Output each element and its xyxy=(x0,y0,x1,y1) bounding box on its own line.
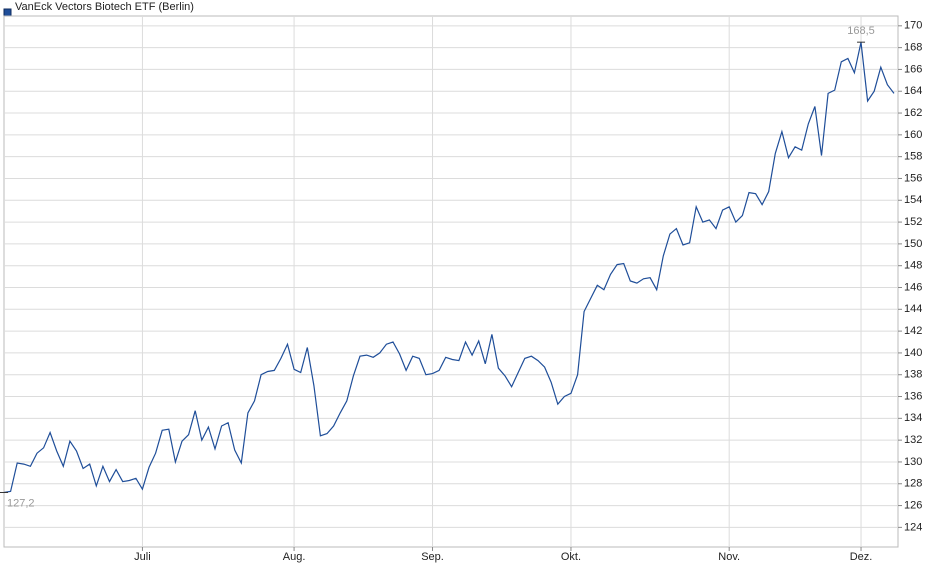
y-tick-label: 124 xyxy=(904,521,922,533)
plot-area xyxy=(3,15,899,548)
y-tick-label: 160 xyxy=(904,129,922,141)
y-tick-label: 146 xyxy=(904,281,922,293)
x-tick-label: Nov. xyxy=(718,551,740,563)
y-tick-label: 128 xyxy=(904,478,922,490)
legend-label: VanEck Vectors Biotech ETF (Berlin) xyxy=(15,1,194,13)
x-tick-label: Juli xyxy=(134,551,151,563)
y-tick-label: 170 xyxy=(904,20,922,32)
y-tick-label: 140 xyxy=(904,347,922,359)
y-tick-label: 158 xyxy=(904,151,922,163)
x-tick-label: Aug. xyxy=(283,551,306,563)
y-tick-label: 152 xyxy=(904,216,922,228)
series-line xyxy=(3,42,895,494)
value-label: 168,5 xyxy=(847,25,875,37)
y-tick-label: 148 xyxy=(904,260,922,272)
y-tick-label: 126 xyxy=(904,499,922,511)
y-tick-label: 138 xyxy=(904,369,922,381)
x-tick-label: Dez. xyxy=(850,551,873,563)
y-tick-label: 130 xyxy=(904,456,922,468)
x-tick-label: Okt. xyxy=(561,551,581,563)
x-tick-label: Sep. xyxy=(421,551,444,563)
y-tick-label: 168 xyxy=(904,42,922,54)
y-tick-label: 164 xyxy=(904,85,922,97)
y-tick-label: 132 xyxy=(904,434,922,446)
y-tick-label: 136 xyxy=(904,390,922,402)
y-tick-label: 144 xyxy=(904,303,922,315)
y-tick-label: 150 xyxy=(904,238,922,250)
y-tick-label: 142 xyxy=(904,325,922,337)
y-tick-label: 134 xyxy=(904,412,922,424)
y-tick-label: 154 xyxy=(904,194,922,206)
y-tick-label: 156 xyxy=(904,172,922,184)
legend-swatch xyxy=(3,8,12,17)
y-tick-label: 162 xyxy=(904,107,922,119)
value-label: 127,2 xyxy=(7,497,35,509)
y-tick-label: 166 xyxy=(904,63,922,75)
